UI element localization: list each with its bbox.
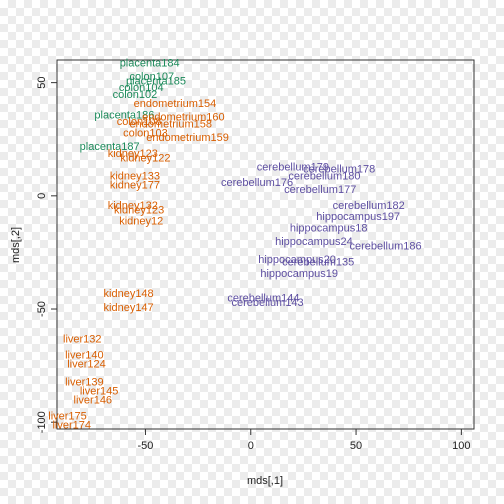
point-label: colon108 (117, 116, 162, 128)
point-label: cerebellum178 (303, 164, 375, 176)
x-tick-label: 50 (350, 440, 362, 452)
point-label: hippocampus19 (260, 268, 338, 280)
point-label: endometrium158 (129, 118, 212, 130)
point-label: kidney12 (119, 216, 163, 228)
point-label: colon107 (129, 71, 174, 83)
y-tick-label: -100 (36, 411, 48, 433)
point-label: endometrium160 (142, 112, 225, 124)
point-label: cerebellum180 (288, 170, 360, 182)
point-label: liver140 (65, 349, 104, 361)
point-label: placenta184 (120, 57, 180, 69)
point-label: liver175 (48, 410, 87, 422)
point-label: kidney133 (110, 170, 160, 182)
y-tick-label: 50 (36, 77, 48, 89)
point-label: cerebellum176 (221, 177, 293, 189)
point-label: kidney123 (108, 148, 158, 160)
point-label: liver139 (65, 376, 104, 388)
x-tick-label: -50 (138, 440, 154, 452)
point-label: placenta187 (80, 141, 140, 153)
y-tick-label: -50 (36, 301, 48, 317)
point-label: cerebellum135 (282, 256, 354, 268)
point-label: cerebellum179 (257, 161, 329, 173)
x-tick-label: 100 (452, 440, 470, 452)
point-label: liver124 (67, 358, 106, 370)
point-label: liver145 (80, 386, 119, 398)
point-label: liver146 (74, 395, 113, 407)
point-label: placenta186 (94, 109, 154, 121)
point-label: kidney148 (104, 288, 154, 300)
point-label: kidney132 (108, 200, 158, 212)
point-label: hippocampus197 (316, 211, 400, 223)
point-label: hippocampus18 (290, 223, 368, 235)
plot-frame (56, 59, 475, 430)
point-label: kidney147 (104, 302, 154, 314)
point-label: cerebellum186 (349, 241, 421, 253)
point-label: colon102 (113, 89, 158, 101)
point-label: endometrium159 (146, 132, 229, 144)
point-label: cerebellum182 (333, 200, 405, 212)
point-label: kidney123 (114, 204, 164, 216)
point-label: liver174 (52, 419, 91, 431)
y-tick-label: 0 (36, 193, 48, 199)
point-label: kidney122 (120, 152, 170, 164)
point-label: colon103 (123, 127, 168, 139)
point-label: endometrium154 (134, 98, 217, 110)
x-axis-title: mds[,1] (247, 475, 283, 487)
point-label: kidney177 (110, 180, 160, 192)
point-label: liver132 (63, 333, 102, 345)
point-label: colon104 (119, 82, 164, 94)
point-label: cerebellum177 (284, 184, 356, 196)
x-axis: -50 0 50 100 (138, 429, 471, 452)
y-axis: -100 -50 0 50 (36, 77, 57, 433)
y-axis-title: mds[,2] (10, 227, 22, 263)
point-label: hippocampus20 (258, 254, 336, 266)
point-label: cerebellum144 (227, 293, 299, 305)
point-label: cerebellum143 (232, 297, 304, 309)
point-label: placenta185 (126, 75, 186, 87)
x-tick-label: 0 (248, 440, 254, 452)
point-label: hippocampus24 (275, 236, 353, 248)
point-labels: placenta184colon107placenta185colon104co… (48, 57, 421, 431)
